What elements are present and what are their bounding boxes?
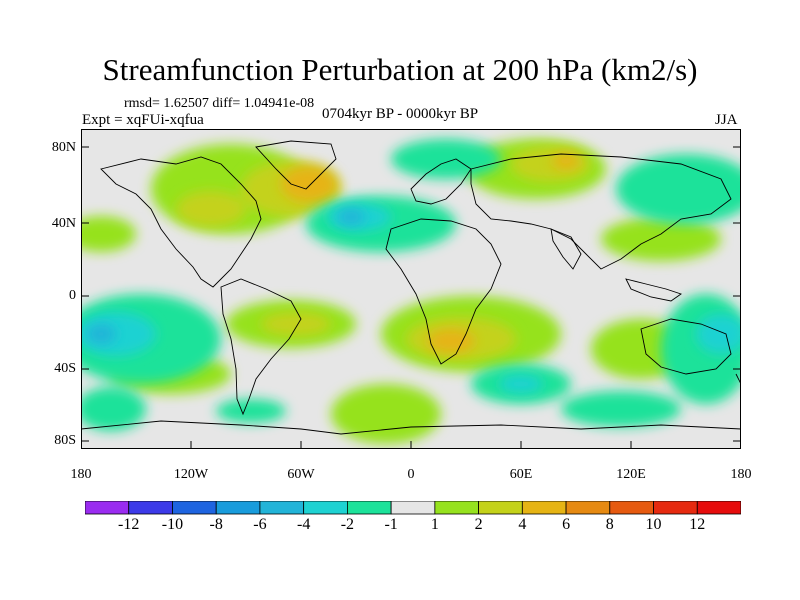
- colorbar-label: 12: [689, 516, 706, 533]
- colorbar-label: 10: [645, 516, 662, 533]
- colorbar-swatch: [565, 501, 611, 515]
- colorbar-label: -1: [384, 516, 398, 533]
- colorbar-label: -12: [118, 516, 140, 533]
- map-title: Streamfunction Perturbation at 200 hPa (…: [102, 52, 698, 87]
- lat-label-80n: 80N: [51, 140, 76, 155]
- colorbar-label: 2: [474, 516, 483, 533]
- colorbar-swatch: [215, 501, 261, 515]
- season-label: JJA: [715, 112, 738, 128]
- colorbar-label: -10: [161, 516, 184, 533]
- colorbar-swatch: [434, 501, 480, 515]
- lon-label-0: 0: [407, 467, 415, 482]
- colorbar-swatch: [85, 501, 130, 515]
- period-label: 0704kyr BP - 0000kyr BP: [322, 106, 479, 122]
- experiment-label: Expt = xqFUi-xqfua: [82, 112, 204, 128]
- lon-label-60w: 60W: [287, 467, 315, 482]
- colorbar-label: -2: [340, 516, 355, 533]
- colorbar-swatch: [172, 501, 217, 515]
- lon-label-120e: 120E: [616, 467, 646, 482]
- coastlines: [81, 140, 741, 435]
- colorbar-label: -4: [296, 516, 311, 533]
- colorbar-swatch: [346, 501, 392, 515]
- map-panel: [81, 129, 741, 449]
- colorbar-swatch: [303, 501, 348, 515]
- lon-label-60e: 60E: [509, 467, 533, 482]
- lat-label-40s: 40S: [54, 361, 76, 376]
- lat-label-40n: 40N: [51, 216, 76, 231]
- colorbar-swatch: [259, 501, 305, 515]
- colorbar-label: 8: [605, 516, 614, 533]
- colorbar: [85, 501, 741, 515]
- colorbar-label: 1: [430, 516, 439, 533]
- colorbar-swatch: [478, 501, 523, 515]
- colorbar-swatch: [390, 501, 436, 515]
- colorbar-swatch: [609, 501, 654, 515]
- stats-line: rmsd= 1.62507 diff= 1.04941e-08: [124, 96, 315, 111]
- colorbar-swatch: [653, 501, 698, 515]
- colorbar-label: -8: [209, 516, 223, 533]
- lat-label-0: 0: [69, 288, 76, 303]
- axis-ticks: [81, 146, 741, 449]
- colorbar-swatch: [696, 501, 741, 515]
- lon-label-120w: 120W: [173, 467, 209, 482]
- colorbar-swatch: [521, 501, 567, 515]
- colorbar-label: 4: [518, 516, 527, 533]
- lon-label-180e: 180: [730, 467, 752, 482]
- map-frame: [81, 129, 741, 449]
- lat-label-80s: 80S: [54, 433, 76, 448]
- lon-label-180w: 180: [70, 467, 92, 482]
- contour-field: [81, 139, 741, 444]
- colorbar-swatch: [128, 501, 173, 515]
- colorbar-label: -6: [253, 516, 267, 533]
- colorbar-label: 6: [562, 516, 571, 533]
